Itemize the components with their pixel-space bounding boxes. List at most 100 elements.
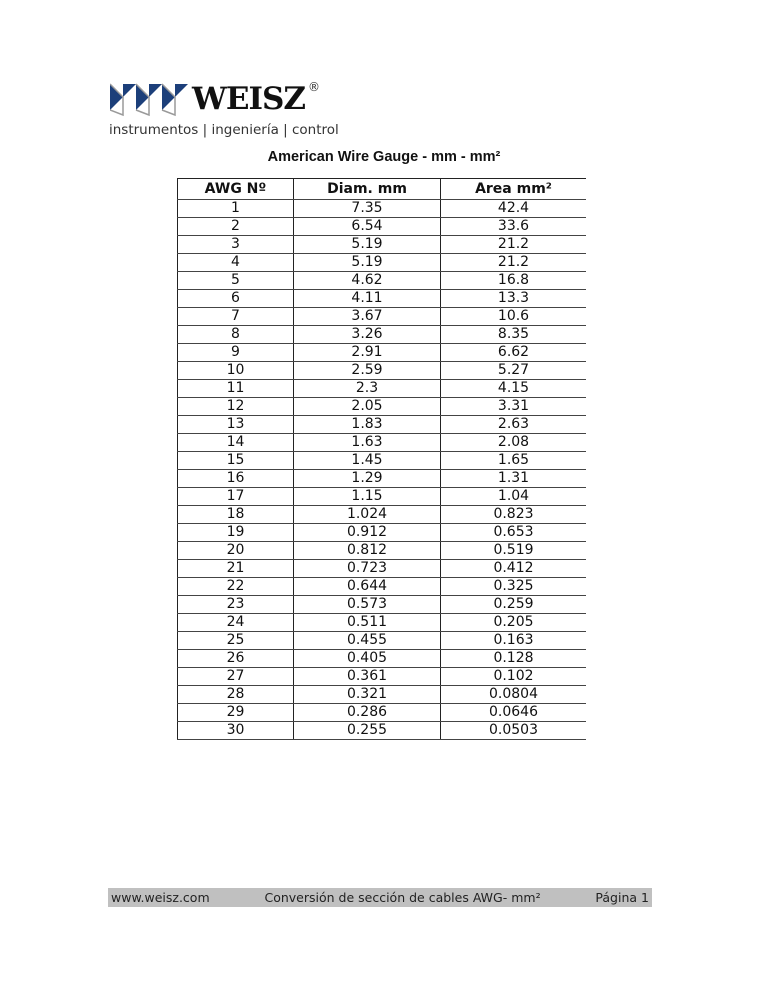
cell-diameter: 0.321: [293, 685, 441, 704]
table-header-row: AWG Nº Diam. mm Area mm²: [177, 178, 586, 200]
table-row: 17 1.15 1.04: [177, 487, 586, 506]
table-row: 8 3.26 8.35: [177, 325, 586, 344]
cell-area: 0.412: [440, 559, 586, 578]
cell-area: 3.31: [440, 397, 586, 416]
table-row: 24 0.511 0.205: [177, 613, 586, 632]
header-area: Area mm²: [440, 178, 586, 200]
cell-diameter: 2.59: [293, 361, 441, 380]
table-row: 22 0.644 0.325: [177, 577, 586, 596]
table-row: 10 2.59 5.27: [177, 361, 586, 380]
cell-diameter: 0.361: [293, 667, 441, 686]
cell-awg: 15: [177, 451, 294, 470]
cell-area: 13.3: [440, 289, 586, 308]
cell-diameter: 2.05: [293, 397, 441, 416]
cell-awg: 5: [177, 271, 294, 290]
header-awg: AWG Nº: [177, 178, 294, 200]
cell-area: 2.63: [440, 415, 586, 434]
cell-area: 0.102: [440, 667, 586, 686]
cell-diameter: 6.54: [293, 217, 441, 236]
cell-area: 2.08: [440, 433, 586, 452]
cell-area: 6.62: [440, 343, 586, 362]
table-row: 21 0.723 0.412: [177, 559, 586, 578]
awg-table: AWG Nº Diam. mm Area mm² 1 7.35 42.4 2 6.54 3…: [177, 178, 586, 740]
table-row: 28 0.321 0.0804: [177, 685, 586, 704]
cell-diameter: 0.644: [293, 577, 441, 596]
cell-diameter: 3.26: [293, 325, 441, 344]
cell-diameter: 0.455: [293, 631, 441, 650]
cell-area: 0.259: [440, 595, 586, 614]
weisz-logo-icon: [110, 80, 190, 118]
cell-diameter: 2.91: [293, 343, 441, 362]
table-row: 20 0.812 0.519: [177, 541, 586, 560]
cell-area: 8.35: [440, 325, 586, 344]
cell-area: 4.15: [440, 379, 586, 398]
cell-awg: 2: [177, 217, 294, 236]
cell-awg: 30: [177, 721, 294, 740]
cell-area: 1.65: [440, 451, 586, 470]
cell-diameter: 0.255: [293, 721, 441, 740]
table-row: 25 0.455 0.163: [177, 631, 586, 650]
cell-awg: 7: [177, 307, 294, 326]
page-title: American Wire Gauge - mm - mm²: [267, 149, 501, 165]
table-row: 16 1.29 1.31: [177, 469, 586, 488]
cell-area: 0.163: [440, 631, 586, 650]
cell-area: 0.519: [440, 541, 586, 560]
cell-awg: 21: [177, 559, 294, 578]
cell-area: 1.04: [440, 487, 586, 506]
cell-area: 0.0503: [440, 721, 586, 740]
cell-awg: 12: [177, 397, 294, 416]
cell-awg: 27: [177, 667, 294, 686]
cell-diameter: 0.723: [293, 559, 441, 578]
cell-area: 0.823: [440, 505, 586, 524]
table-row: 26 0.405 0.128: [177, 649, 586, 668]
cell-area: 33.6: [440, 217, 586, 236]
cell-area: 0.653: [440, 523, 586, 542]
table-row: 14 1.63 2.08: [177, 433, 586, 452]
cell-diameter: 1.83: [293, 415, 441, 434]
brand-name: WEISZ: [192, 81, 306, 117]
cell-area: 10.6: [440, 307, 586, 326]
table-row: 27 0.361 0.102: [177, 667, 586, 686]
cell-area: 0.205: [440, 613, 586, 632]
cell-awg: 10: [177, 361, 294, 380]
cell-area: 21.2: [440, 253, 586, 272]
cell-diameter: 1.45: [293, 451, 441, 470]
cell-awg: 6: [177, 289, 294, 308]
cell-awg: 9: [177, 343, 294, 362]
cell-diameter: 0.286: [293, 703, 441, 722]
table-row: 6 4.11 13.3: [177, 289, 586, 308]
cell-awg: 25: [177, 631, 294, 650]
cell-area: 0.0646: [440, 703, 586, 722]
table-row: 11 2.3 4.15: [177, 379, 586, 398]
cell-diameter: 3.67: [293, 307, 441, 326]
header-diameter: Diam. mm: [293, 178, 441, 200]
registered-mark: ®: [307, 80, 320, 94]
table-row: 4 5.19 21.2: [177, 253, 586, 272]
cell-awg: 1: [177, 199, 294, 218]
table-row: 3 5.19 21.2: [177, 235, 586, 254]
table-row: 2 6.54 33.6: [177, 217, 586, 236]
cell-area: 0.128: [440, 649, 586, 668]
cell-awg: 20: [177, 541, 294, 560]
cell-diameter: 0.511: [293, 613, 441, 632]
cell-awg: 4: [177, 253, 294, 272]
page-footer: www.weisz.com Conversión de sección de c…: [108, 888, 652, 907]
cell-area: 16.8: [440, 271, 586, 290]
cell-awg: 29: [177, 703, 294, 722]
table-row: 23 0.573 0.259: [177, 595, 586, 614]
cell-awg: 3: [177, 235, 294, 254]
table-row: 15 1.45 1.65: [177, 451, 586, 470]
cell-diameter: 5.19: [293, 235, 441, 254]
cell-awg: 22: [177, 577, 294, 596]
footer-page-number: Página 1: [595, 890, 649, 905]
cell-awg: 16: [177, 469, 294, 488]
table-row: 5 4.62 16.8: [177, 271, 586, 290]
cell-diameter: 1.29: [293, 469, 441, 488]
cell-awg: 18: [177, 505, 294, 524]
cell-area: 0.0804: [440, 685, 586, 704]
footer-description: Conversión de sección de cables AWG- mm²: [264, 890, 541, 905]
cell-diameter: 0.573: [293, 595, 441, 614]
cell-diameter: 0.912: [293, 523, 441, 542]
cell-awg: 13: [177, 415, 294, 434]
cell-diameter: 1.15: [293, 487, 441, 506]
